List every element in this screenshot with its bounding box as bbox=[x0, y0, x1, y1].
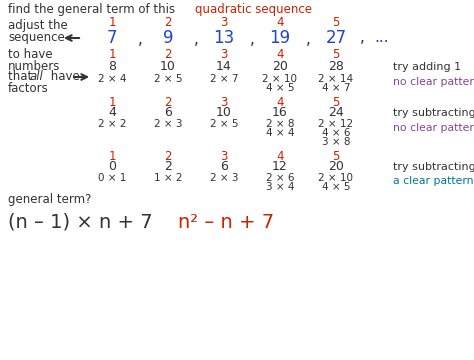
Text: numbers: numbers bbox=[8, 59, 60, 72]
Text: 5: 5 bbox=[332, 49, 340, 62]
Text: sequence: sequence bbox=[8, 31, 65, 45]
Text: 3: 3 bbox=[220, 95, 228, 108]
Text: 2 × 12: 2 × 12 bbox=[319, 119, 354, 129]
Text: find the general term of this: find the general term of this bbox=[8, 3, 179, 15]
Text: 5: 5 bbox=[332, 149, 340, 162]
Text: 4 × 4: 4 × 4 bbox=[266, 128, 294, 138]
Text: 4: 4 bbox=[276, 149, 284, 162]
Text: n² – n + 7: n² – n + 7 bbox=[178, 212, 274, 231]
Text: that: that bbox=[8, 71, 36, 84]
Text: 14: 14 bbox=[216, 60, 232, 73]
Text: 2: 2 bbox=[164, 95, 172, 108]
Text: 0: 0 bbox=[108, 161, 116, 174]
Text: 28: 28 bbox=[328, 60, 344, 73]
Text: 20: 20 bbox=[272, 60, 288, 73]
Text: to have: to have bbox=[8, 49, 53, 62]
Text: 2 × 10: 2 × 10 bbox=[319, 173, 354, 183]
Text: 2 × 4: 2 × 4 bbox=[98, 74, 126, 84]
Text: 12: 12 bbox=[272, 161, 288, 174]
Text: 27: 27 bbox=[326, 29, 346, 47]
Text: no clear pattern: no clear pattern bbox=[393, 77, 474, 87]
Text: try subtracting 7: try subtracting 7 bbox=[393, 162, 474, 172]
Text: 4: 4 bbox=[276, 15, 284, 28]
Text: 1: 1 bbox=[108, 15, 116, 28]
Text: 2: 2 bbox=[164, 49, 172, 62]
Text: 0 × 1: 0 × 1 bbox=[98, 173, 126, 183]
Text: 2 × 2: 2 × 2 bbox=[98, 119, 126, 129]
Text: 10: 10 bbox=[216, 107, 232, 120]
Text: factors: factors bbox=[8, 81, 49, 94]
Text: 5: 5 bbox=[332, 95, 340, 108]
Text: ,: , bbox=[306, 31, 310, 46]
Text: a clear pattern: a clear pattern bbox=[393, 176, 474, 186]
Text: 2 × 8: 2 × 8 bbox=[266, 119, 294, 129]
Text: 2 × 10: 2 × 10 bbox=[263, 74, 298, 84]
Text: 1: 1 bbox=[108, 149, 116, 162]
Text: no clear pattern: no clear pattern bbox=[393, 123, 474, 133]
Text: 1 × 2: 1 × 2 bbox=[154, 173, 182, 183]
Text: 4 × 6: 4 × 6 bbox=[322, 128, 350, 138]
Text: 13: 13 bbox=[213, 29, 235, 47]
Text: 3: 3 bbox=[220, 15, 228, 28]
Text: 24: 24 bbox=[328, 107, 344, 120]
Text: 19: 19 bbox=[269, 29, 291, 47]
Text: 6: 6 bbox=[220, 161, 228, 174]
Text: have: have bbox=[47, 71, 80, 84]
Text: ,: , bbox=[137, 31, 143, 46]
Text: ...: ... bbox=[374, 31, 389, 45]
Text: general term?: general term? bbox=[8, 194, 91, 207]
Text: 4: 4 bbox=[108, 107, 116, 120]
Text: 1: 1 bbox=[108, 95, 116, 108]
Text: 2: 2 bbox=[164, 15, 172, 28]
Text: ,: , bbox=[250, 31, 255, 46]
Text: 3 × 8: 3 × 8 bbox=[322, 137, 350, 147]
Text: 2: 2 bbox=[164, 161, 172, 174]
Text: 6: 6 bbox=[164, 107, 172, 120]
Text: 3 × 4: 3 × 4 bbox=[266, 182, 294, 192]
Text: 4 × 5: 4 × 5 bbox=[266, 83, 294, 93]
Text: 4: 4 bbox=[276, 95, 284, 108]
Text: 10: 10 bbox=[160, 60, 176, 73]
Text: 3: 3 bbox=[220, 49, 228, 62]
Text: (n – 1) × n + 7: (n – 1) × n + 7 bbox=[8, 212, 153, 231]
Text: 9: 9 bbox=[163, 29, 173, 47]
Text: adjust the: adjust the bbox=[8, 19, 68, 32]
Text: 2 × 7: 2 × 7 bbox=[210, 74, 238, 84]
Text: ,: , bbox=[360, 31, 365, 45]
Text: all: all bbox=[30, 71, 44, 84]
Text: 5: 5 bbox=[332, 15, 340, 28]
Text: 2 × 14: 2 × 14 bbox=[319, 74, 354, 84]
Text: 3: 3 bbox=[220, 149, 228, 162]
Text: ,: , bbox=[193, 31, 199, 46]
Text: 2: 2 bbox=[164, 149, 172, 162]
Text: 2 × 3: 2 × 3 bbox=[210, 173, 238, 183]
Text: 20: 20 bbox=[328, 161, 344, 174]
Text: 16: 16 bbox=[272, 107, 288, 120]
Text: try adding 1: try adding 1 bbox=[393, 62, 461, 72]
Text: try subtracting 3: try subtracting 3 bbox=[393, 108, 474, 118]
Text: 4 × 7: 4 × 7 bbox=[322, 83, 350, 93]
Text: quadratic sequence: quadratic sequence bbox=[195, 3, 312, 15]
Text: 1: 1 bbox=[108, 49, 116, 62]
Text: 2 × 3: 2 × 3 bbox=[154, 119, 182, 129]
Text: 4: 4 bbox=[276, 49, 284, 62]
Text: 2 × 6: 2 × 6 bbox=[266, 173, 294, 183]
Text: 2 × 5: 2 × 5 bbox=[154, 74, 182, 84]
Text: 7: 7 bbox=[107, 29, 117, 47]
Text: 8: 8 bbox=[108, 60, 116, 73]
Text: 4 × 5: 4 × 5 bbox=[322, 182, 350, 192]
Text: 2 × 5: 2 × 5 bbox=[210, 119, 238, 129]
